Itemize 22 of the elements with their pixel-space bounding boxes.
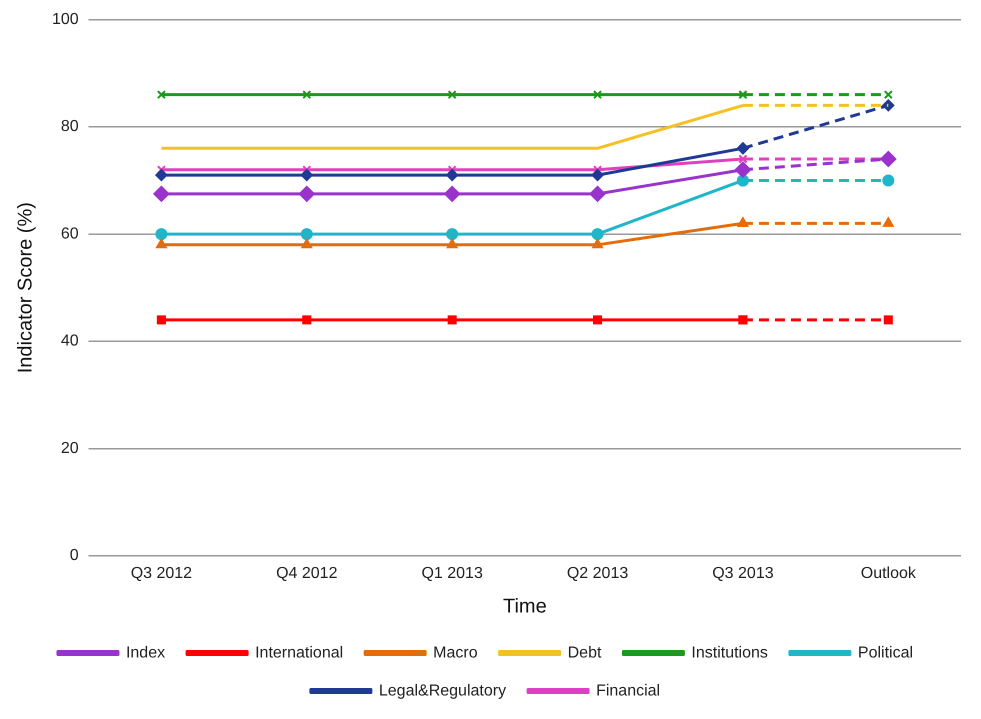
y-tick-label: 40 xyxy=(60,332,79,350)
y-tick-label: 0 xyxy=(70,547,79,564)
legend-label: Political xyxy=(858,644,914,662)
legend-label: Index xyxy=(126,644,166,662)
y-tick-label: 80 xyxy=(60,118,79,136)
x-axis-title: Time xyxy=(502,596,547,618)
x-tick-label: Outlook xyxy=(860,564,917,582)
x-tick-label: Q3 2013 xyxy=(712,564,774,582)
legend-label: Debt xyxy=(568,644,602,662)
x-tick-label: Q2 2013 xyxy=(566,564,628,582)
x-tick-label: Q3 2012 xyxy=(130,564,192,582)
y-axis-title: Indicator Score (%) xyxy=(14,202,37,374)
legend-label: Legal&Regulatory xyxy=(378,682,506,700)
legend-label: Institutions xyxy=(691,644,768,662)
legend-label: International xyxy=(255,644,344,662)
y-tick-label: 60 xyxy=(60,225,79,242)
x-tick-label: Q4 2012 xyxy=(276,564,338,582)
legend-label: Macro xyxy=(433,644,478,662)
y-tick-label: 100 xyxy=(52,11,79,28)
legend-label: Financial xyxy=(596,682,660,700)
y-tick-label: 20 xyxy=(60,440,79,457)
x-tick-label: Q1 2013 xyxy=(421,564,483,582)
